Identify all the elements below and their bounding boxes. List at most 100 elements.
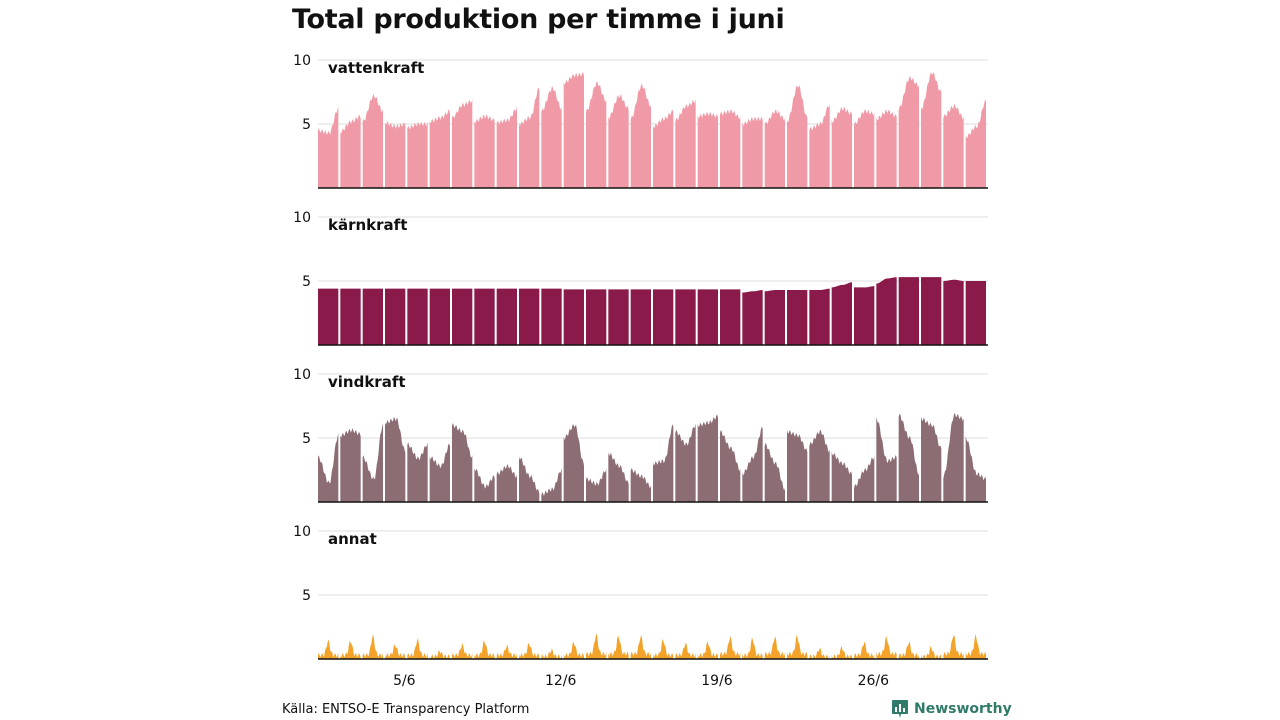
- vattenkraft-day-area: [496, 106, 517, 188]
- y-tick-label: 5: [302, 588, 311, 604]
- y-tick-label: 5: [302, 431, 311, 447]
- annat-day-area: [541, 648, 562, 659]
- chart-title: Total produktion per timme i juni: [292, 4, 785, 35]
- vindkraft-day-area: [831, 451, 852, 502]
- x-tick-label: 12/6: [545, 673, 577, 689]
- kärnkraft-day-area: [720, 289, 741, 345]
- annat-day-area: [764, 636, 785, 659]
- kärnkraft-day-area: [474, 288, 495, 345]
- vindkraft-day-area: [563, 424, 584, 502]
- annat-day-area: [429, 650, 450, 659]
- kärnkraft-day-area: [318, 288, 339, 345]
- vattenkraft-day-area: [809, 103, 830, 188]
- vindkraft-day-area: [675, 423, 696, 502]
- panel-label-vindkraft: vindkraft: [328, 373, 406, 391]
- vattenkraft-day-area: [563, 72, 584, 188]
- kärnkraft-day-area: [362, 288, 383, 345]
- vattenkraft-day-area: [340, 114, 361, 188]
- kärnkraft-day-area: [965, 281, 986, 345]
- kärnkraft-day-area: [921, 277, 942, 345]
- annat-day-area: [921, 645, 942, 659]
- x-tick-label: 19/6: [701, 673, 733, 689]
- annat-day-area: [898, 641, 919, 659]
- kärnkraft-day-area: [563, 289, 584, 345]
- vattenkraft-day-area: [362, 93, 383, 188]
- annat-day-area: [385, 644, 406, 659]
- vindkraft-day-area: [362, 422, 383, 502]
- vattenkraft-day-area: [519, 87, 540, 188]
- kärnkraft-day-area: [429, 288, 450, 345]
- vattenkraft-day-area: [764, 109, 785, 188]
- kärnkraft-day-area: [764, 289, 785, 345]
- kärnkraft-day-area: [697, 289, 718, 345]
- kärnkraft-day-area: [407, 288, 428, 345]
- x-tick-label: 5/6: [393, 673, 416, 689]
- annat-day-area: [653, 638, 674, 659]
- vindkraft-day-area: [541, 468, 562, 502]
- y-tick-label: 10: [293, 367, 311, 383]
- vattenkraft-day-area: [385, 121, 406, 188]
- vindkraft-day-area: [787, 429, 808, 502]
- kärnkraft-day-area: [675, 289, 696, 345]
- vindkraft-day-area: [898, 413, 919, 502]
- kärnkraft-day-area: [496, 288, 517, 345]
- vattenkraft-day-area: [965, 99, 986, 188]
- panel-label-annat: annat: [328, 530, 377, 548]
- newsworthy-logo-icon: [892, 700, 908, 718]
- annat-day-area: [787, 634, 808, 659]
- annat-day-area: [854, 641, 875, 659]
- annat-day-area: [586, 633, 607, 659]
- kärnkraft-day-area: [742, 289, 763, 345]
- kärnkraft-day-area: [943, 279, 964, 345]
- vattenkraft-day-area: [831, 107, 852, 188]
- y-tick-label: 10: [293, 210, 311, 226]
- annat-day-area: [831, 645, 852, 659]
- vattenkraft-day-area: [742, 116, 763, 188]
- vindkraft-day-area: [407, 442, 428, 502]
- brand-name: Newsworthy: [914, 701, 1012, 717]
- vindkraft-day-area: [764, 442, 785, 502]
- annat-day-area: [965, 634, 986, 659]
- vindkraft-day-area: [854, 456, 875, 502]
- vindkraft-day-area: [452, 423, 473, 502]
- kärnkraft-day-area: [541, 288, 562, 345]
- kärnkraft-day-area: [452, 288, 473, 345]
- kärnkraft-day-area: [385, 288, 406, 345]
- vindkraft-day-area: [965, 435, 986, 502]
- vattenkraft-day-area: [474, 114, 495, 188]
- kärnkraft-day-area: [586, 289, 607, 345]
- vindkraft-day-area: [385, 417, 406, 502]
- vindkraft-day-area: [809, 430, 830, 502]
- vattenkraft-day-area: [787, 85, 808, 188]
- vindkraft-day-area: [630, 468, 651, 502]
- vindkraft-day-area: [586, 468, 607, 502]
- vattenkraft-day-area: [854, 109, 875, 188]
- annat-day-area: [362, 634, 383, 659]
- annat-day-area: [742, 637, 763, 659]
- x-tick-label: 26/6: [858, 673, 890, 689]
- annat-day-area: [452, 643, 473, 659]
- kärnkraft-day-area: [340, 288, 361, 345]
- annat-day-area: [720, 636, 741, 659]
- kärnkraft-day-area: [630, 289, 651, 345]
- y-tick-label: 5: [302, 117, 311, 133]
- vattenkraft-day-area: [653, 109, 674, 188]
- annat-day-area: [340, 641, 361, 659]
- vindkraft-day-area: [474, 468, 495, 502]
- vattenkraft-day-area: [541, 86, 562, 188]
- vindkraft-day-area: [943, 412, 964, 502]
- annat-day-area: [943, 634, 964, 659]
- vindkraft-day-area: [742, 426, 763, 502]
- vindkraft-day-area: [720, 429, 741, 502]
- vindkraft-day-area: [318, 433, 339, 502]
- vindkraft-day-area: [921, 416, 942, 502]
- vindkraft-day-area: [608, 452, 629, 502]
- vattenkraft-day-area: [921, 72, 942, 188]
- vattenkraft-day-area: [630, 83, 651, 188]
- vattenkraft-day-area: [675, 99, 696, 188]
- annat-day-area: [608, 635, 629, 659]
- annat-day-area: [407, 638, 428, 659]
- annat-day-area: [318, 639, 339, 659]
- source-note: Källa: ENTSO-E Transparency Platform: [282, 702, 530, 717]
